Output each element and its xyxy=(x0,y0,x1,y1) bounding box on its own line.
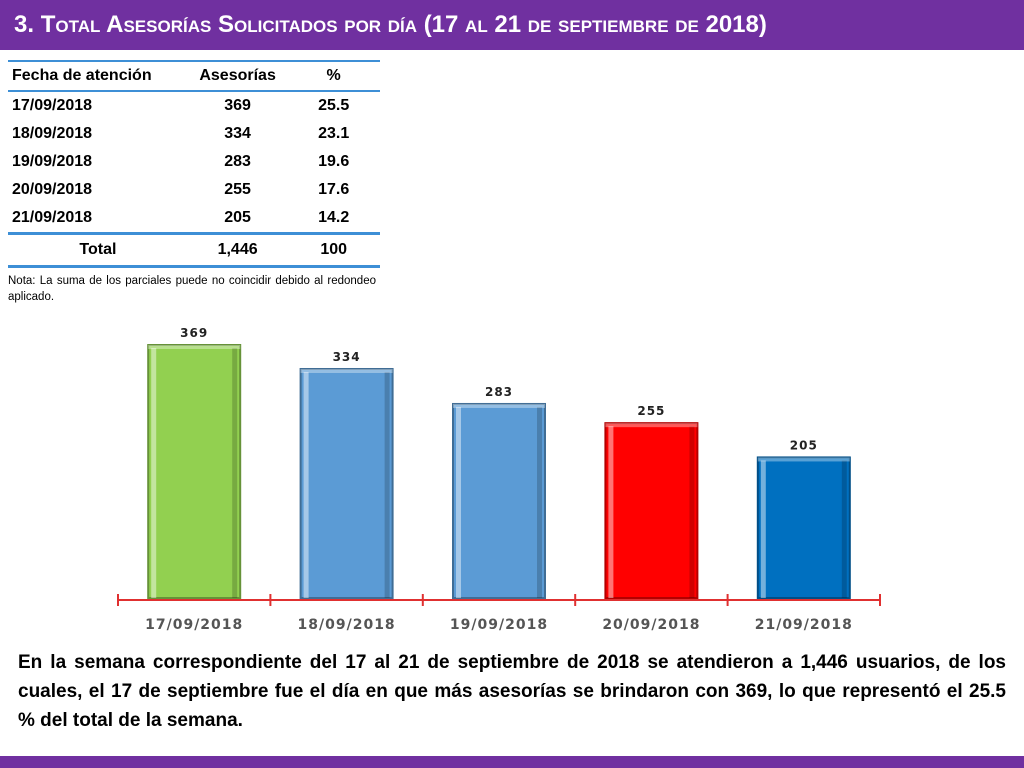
bar-highlight-left xyxy=(760,460,766,598)
summary-table: Fecha de atención Asesorías % 17/09/2018… xyxy=(8,60,380,268)
header-asesorias: Asesorías xyxy=(187,60,288,92)
bar-top-edge xyxy=(453,403,545,408)
x-tick-label: 17/09/2018 xyxy=(145,617,243,633)
table-row: 19/09/2018 283 19.6 xyxy=(8,148,380,176)
bar-top-edge xyxy=(605,423,698,428)
summary-paragraph: En la semana correspondiente del 17 al 2… xyxy=(18,652,1006,731)
table-row: 20/09/2018 255 17.6 xyxy=(8,176,380,204)
title-number: 3. xyxy=(14,11,35,38)
bar-shade-right xyxy=(689,426,695,598)
title-bar: 3. Total Asesorías Solicitados por día (… xyxy=(0,0,1024,50)
total-asesorias: 1,446 xyxy=(187,232,288,268)
cell-percent: 25.5 xyxy=(318,97,350,114)
cell-percent: 17.6 xyxy=(318,181,350,198)
bar-shade-right xyxy=(537,406,542,598)
cell-percent: 23.1 xyxy=(318,125,350,142)
data-label: 334 xyxy=(333,350,361,364)
table-total-row: Total 1,446 100 xyxy=(8,232,380,268)
bar-highlight-left xyxy=(303,371,309,598)
x-tick-label: 21/09/2018 xyxy=(755,617,853,633)
bar-highlight-left xyxy=(151,348,157,598)
data-label: 369 xyxy=(180,326,208,340)
cell-fecha: 20/09/2018 xyxy=(12,181,93,198)
cell-fecha: 19/09/2018 xyxy=(12,153,93,170)
bar-shade-right xyxy=(384,371,390,598)
data-label: 283 xyxy=(485,385,513,399)
bottom-bar xyxy=(0,756,1024,768)
bar-body xyxy=(299,367,394,599)
cell-fecha: 18/09/2018 xyxy=(12,125,93,142)
table-row: 21/09/2018 205 14.2 xyxy=(8,204,380,234)
bar-top-edge xyxy=(300,368,393,373)
header-fecha: Fecha de atención xyxy=(8,60,188,92)
cell-asesorias: 205 xyxy=(224,209,251,226)
data-label: 205 xyxy=(790,438,818,452)
data-label: 255 xyxy=(637,404,665,418)
cell-percent: 19.6 xyxy=(318,153,350,170)
bar-3 xyxy=(452,402,546,600)
bar-top-edge xyxy=(148,345,241,349)
bar-2 xyxy=(299,367,394,599)
bar-highlight-left xyxy=(608,426,614,598)
title-text: Total Asesorías Solicitados por día xyxy=(40,11,418,38)
bar-body xyxy=(452,402,546,600)
x-tick-label: 19/09/2018 xyxy=(450,617,548,633)
page-title: 3. Total Asesorías Solicitados por día (… xyxy=(14,0,767,50)
bar-chart: 369 17/09/2018 334 18/09/2018 283 19/09/2018 2… xyxy=(117,326,881,633)
bar-body xyxy=(756,456,851,600)
x-axis xyxy=(117,594,881,606)
table-row: 17/09/2018 369 25.5 xyxy=(8,91,380,120)
header-percent: % xyxy=(287,60,380,92)
total-percent: 100 xyxy=(287,232,380,268)
x-tick-label: 20/09/2018 xyxy=(602,617,700,633)
bar-highlight-left xyxy=(456,406,461,598)
bar-5 xyxy=(756,456,851,600)
cell-fecha: 17/09/2018 xyxy=(12,97,93,114)
cell-percent: 14.2 xyxy=(318,209,350,226)
cell-asesorias: 255 xyxy=(224,181,251,198)
bar-1 xyxy=(147,344,242,599)
x-tick-label: 18/09/2018 xyxy=(298,617,396,633)
total-label: Total xyxy=(8,232,188,268)
cell-asesorias: 283 xyxy=(224,153,251,170)
bar-shade-right xyxy=(841,460,847,598)
title-range: (17 al 21 de septiembre de 2018) xyxy=(423,11,767,38)
cell-asesorias: 334 xyxy=(224,125,251,142)
table-header-row: Fecha de atención Asesorías % xyxy=(8,60,380,92)
cell-fecha: 21/09/2018 xyxy=(12,209,93,226)
cell-asesorias: 369 xyxy=(224,97,251,114)
table-note: Nota: La suma de los parciales puede no … xyxy=(8,275,376,303)
bar-body xyxy=(604,422,699,599)
bar-top-edge xyxy=(757,457,850,462)
bar-shade-right xyxy=(232,348,238,598)
table-row: 18/09/2018 334 23.1 xyxy=(8,120,380,148)
bar-4 xyxy=(604,422,699,599)
bar-body xyxy=(147,344,242,599)
